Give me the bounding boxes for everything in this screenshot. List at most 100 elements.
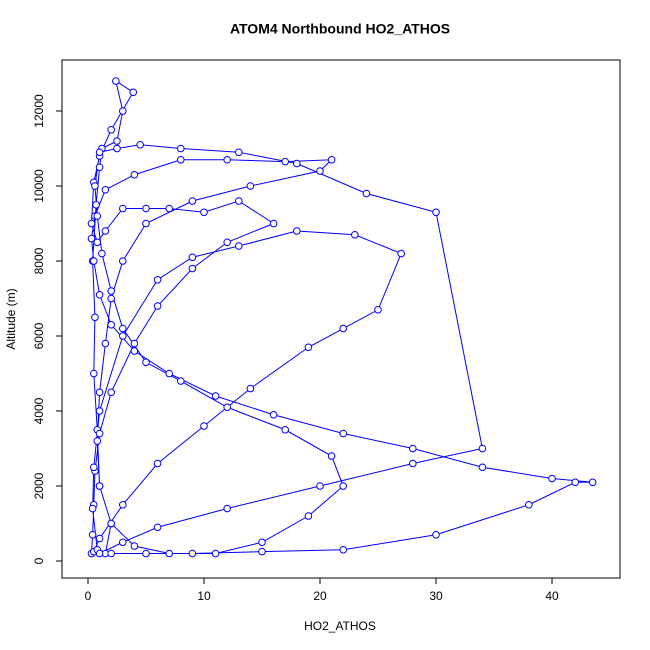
data-point <box>188 197 197 205</box>
data-point <box>293 227 301 235</box>
data-point <box>188 253 197 262</box>
data-point <box>92 200 100 209</box>
data-point <box>327 155 336 164</box>
x-tick-label: 30 <box>429 589 443 603</box>
data-point <box>93 437 102 445</box>
data-point <box>107 388 115 397</box>
data-point <box>153 275 162 284</box>
data-point <box>142 219 150 228</box>
data-point <box>223 403 231 412</box>
y-tick-label: 6000 <box>32 322 46 349</box>
data-point <box>316 167 324 175</box>
data-point <box>188 549 197 558</box>
data-point <box>95 407 104 415</box>
data-point <box>153 302 162 310</box>
data-point <box>409 459 417 468</box>
data-point <box>258 538 266 547</box>
data-point <box>223 238 231 247</box>
data-point <box>112 77 120 85</box>
data-point <box>95 549 104 558</box>
data-point <box>89 463 98 472</box>
data-point <box>95 429 104 438</box>
y-tick-label: 4000 <box>32 397 46 424</box>
data-point <box>89 257 98 265</box>
x-tick-label: 40 <box>545 589 559 603</box>
x-tick-label: 20 <box>313 589 327 603</box>
y-tick-label: 10000 <box>32 169 46 203</box>
data-point <box>281 425 290 434</box>
data-point <box>281 157 290 166</box>
data-point <box>362 189 371 198</box>
data-point <box>91 313 99 322</box>
data-point <box>339 324 348 333</box>
plot-frame <box>61 59 621 579</box>
data-point <box>107 287 115 295</box>
data-point <box>136 140 144 149</box>
data-point <box>93 212 102 220</box>
data-point <box>409 444 417 453</box>
data-point <box>118 332 127 340</box>
data-point <box>153 459 162 468</box>
data-point <box>234 242 243 250</box>
data-point <box>588 478 597 487</box>
x-tick-label: 10 <box>197 589 211 603</box>
data-point <box>93 238 102 247</box>
data-point <box>223 155 231 164</box>
y-axis-label: Altitude (m) <box>4 288 18 349</box>
data-point <box>95 148 104 157</box>
data-point <box>293 159 301 168</box>
data-point <box>188 264 197 273</box>
data-point <box>478 444 487 453</box>
data-point <box>176 144 185 153</box>
data-point <box>246 384 255 393</box>
data-point <box>95 482 104 490</box>
data-point <box>432 530 440 539</box>
data-point <box>95 534 104 543</box>
data-point <box>304 512 313 520</box>
data-point <box>107 549 115 558</box>
data-point <box>269 219 278 228</box>
data-point <box>107 294 115 303</box>
data-point <box>101 185 110 194</box>
data-point <box>176 155 185 164</box>
data-point <box>234 197 243 205</box>
data-point <box>165 204 173 213</box>
data-point <box>88 530 97 539</box>
data-point <box>200 422 208 430</box>
y-tick-label: 12000 <box>32 94 46 128</box>
data-point <box>525 500 533 509</box>
data-point <box>91 182 99 190</box>
data-point <box>211 392 220 400</box>
data-point <box>107 320 115 329</box>
data-point <box>351 230 359 239</box>
data-point <box>211 549 220 558</box>
y-tick-label: 2000 <box>32 472 46 499</box>
data-point <box>107 125 115 134</box>
data-point <box>89 369 98 378</box>
data-point <box>107 519 115 528</box>
data-point <box>339 545 348 554</box>
data-point <box>118 538 127 547</box>
data-point <box>200 208 208 217</box>
y-tick-label: 0 <box>32 557 46 564</box>
x-tick-label: 0 <box>85 589 92 603</box>
x-axis-label: HO2_ATHOS <box>304 619 376 633</box>
y-tick-label: 8000 <box>32 247 46 274</box>
data-point <box>304 343 313 352</box>
data-line <box>90 79 593 555</box>
chart-title: ATOM4 Northbound HO2_ATHOS <box>230 21 450 37</box>
data-point <box>269 410 278 419</box>
data-point <box>88 504 97 513</box>
data-point <box>339 482 348 490</box>
data-point <box>130 542 139 550</box>
data-point <box>95 290 104 299</box>
data-point <box>95 163 104 172</box>
data-point <box>165 369 173 378</box>
data-point <box>234 148 243 157</box>
data-point <box>118 257 127 265</box>
data-point <box>374 305 382 314</box>
data-point <box>142 358 150 367</box>
data-point <box>153 523 162 532</box>
data-point <box>118 500 127 509</box>
